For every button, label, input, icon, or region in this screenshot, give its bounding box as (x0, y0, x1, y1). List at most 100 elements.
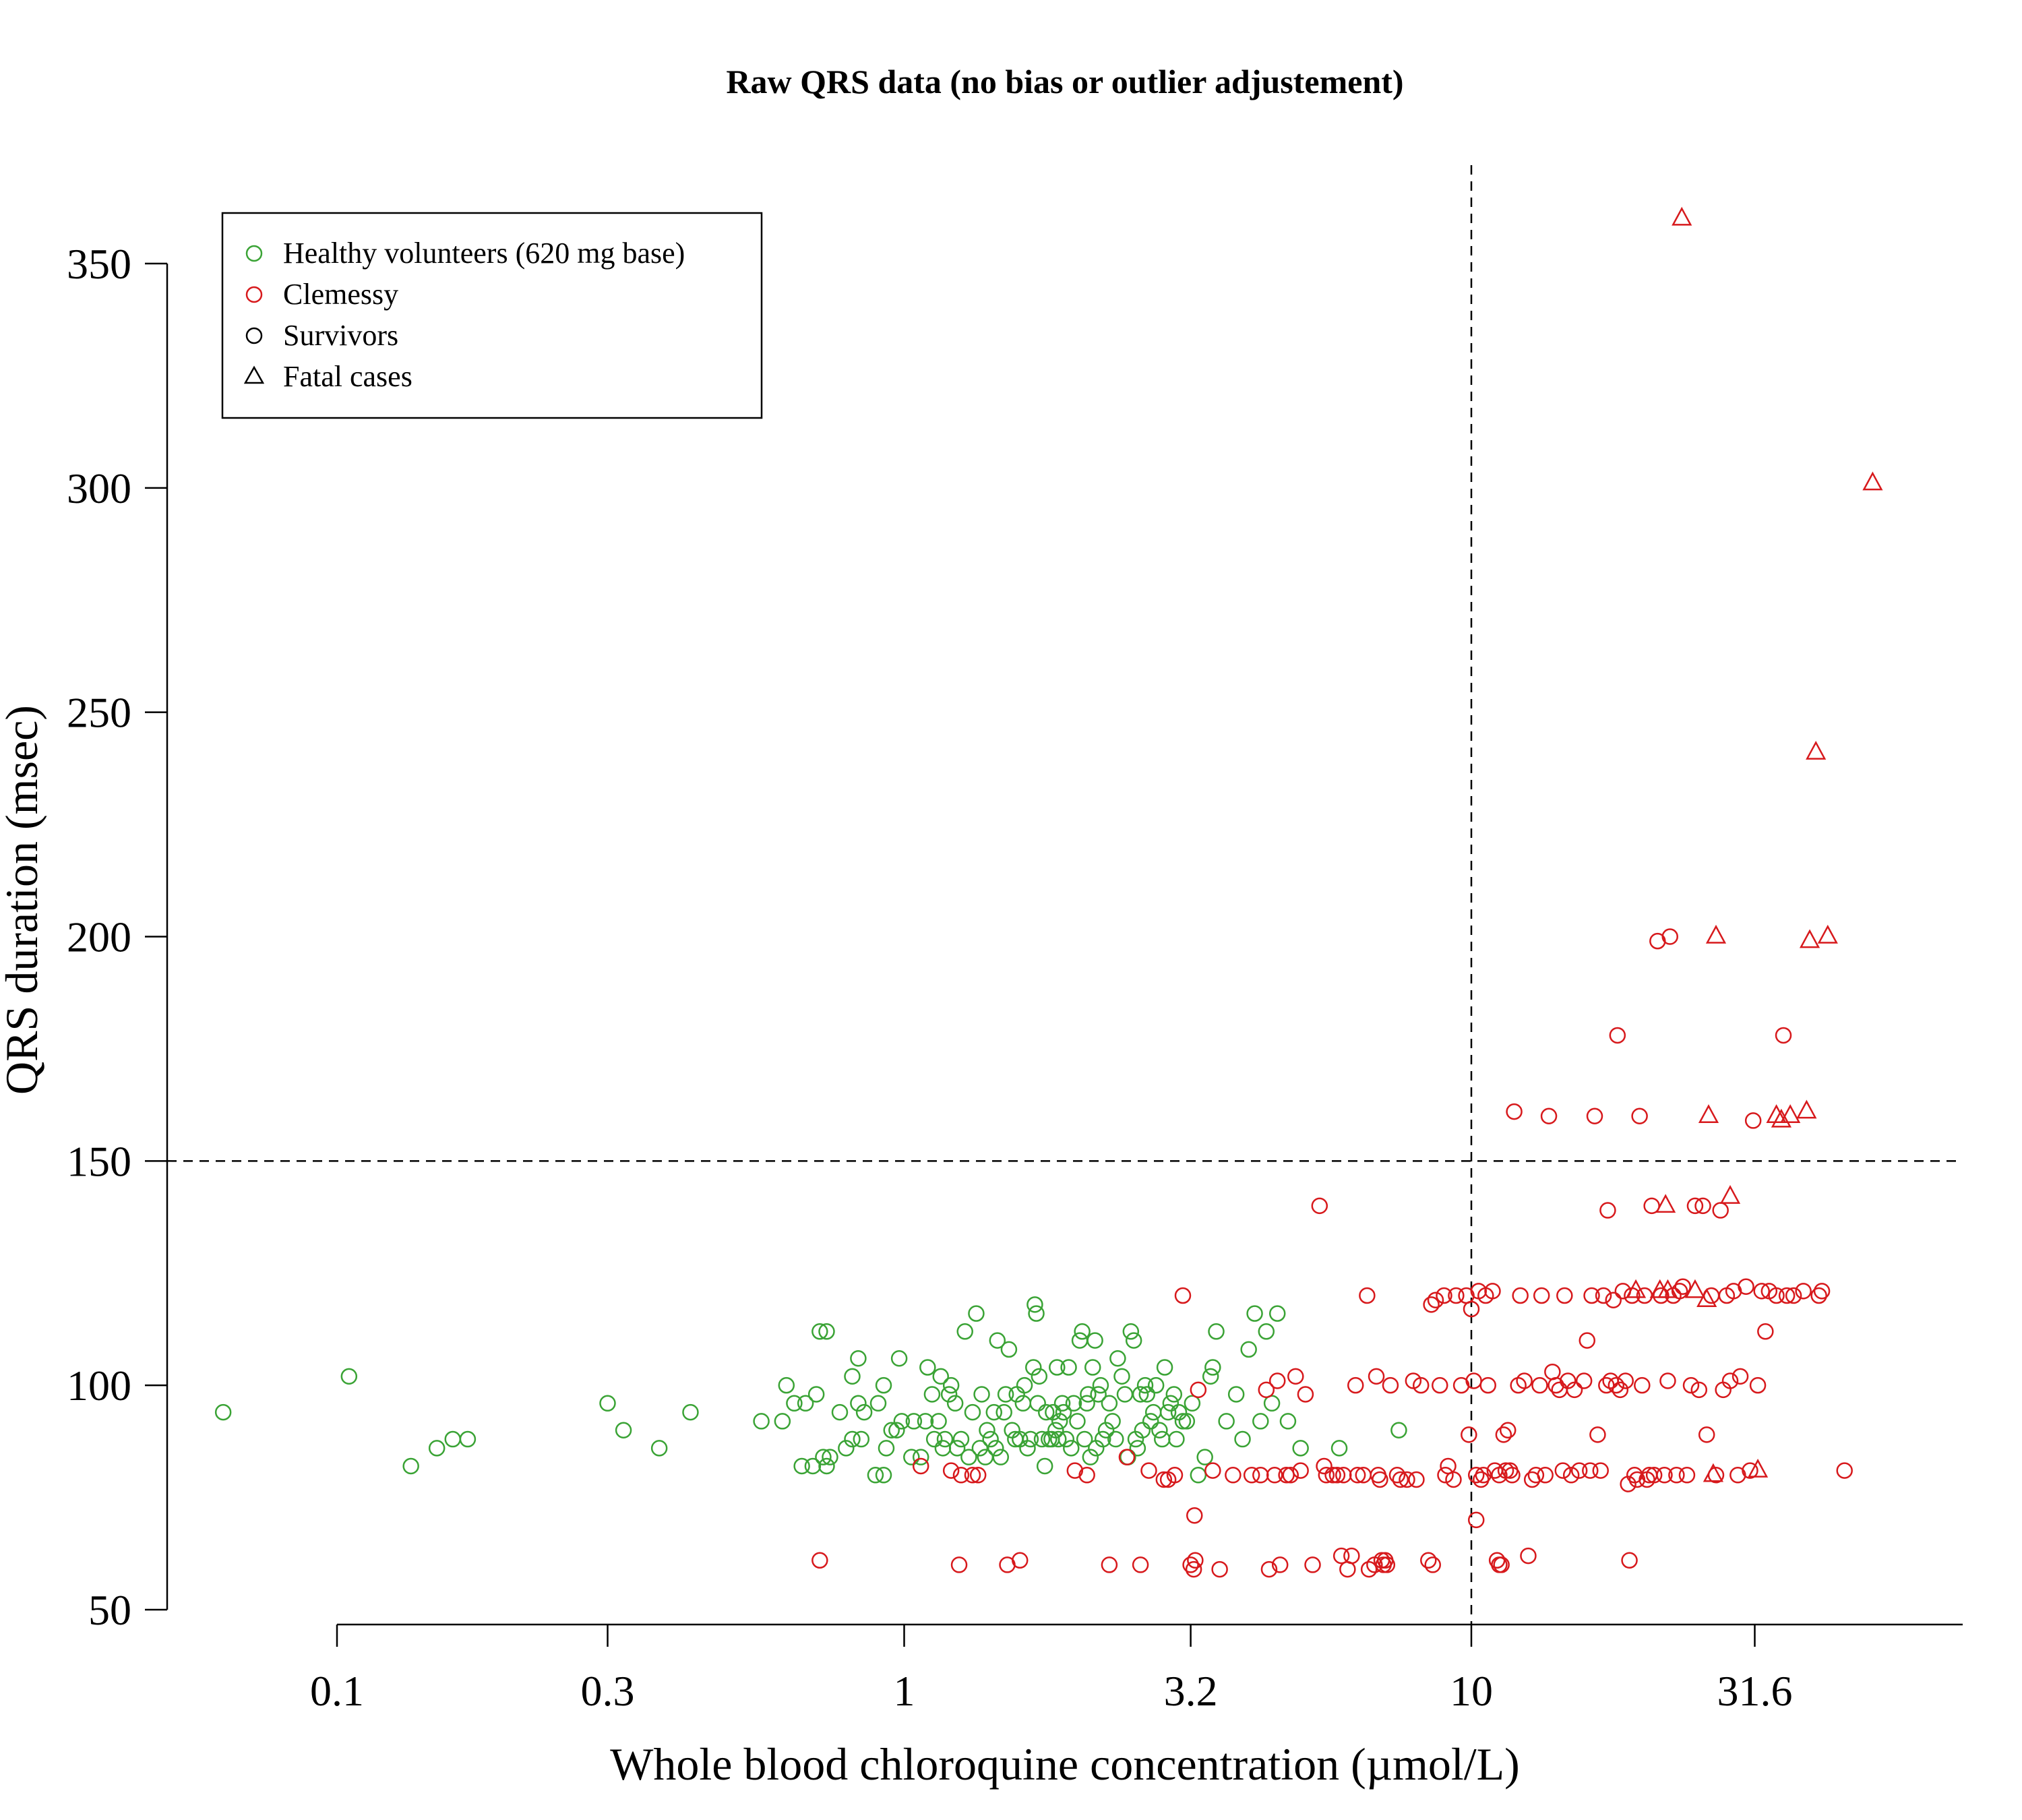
data-point (1778, 1287, 1796, 1304)
data-point (1246, 1305, 1263, 1322)
data-point (1408, 1471, 1425, 1488)
data-point (960, 1449, 977, 1465)
data-point (1780, 1104, 1801, 1124)
data-point (850, 1349, 867, 1367)
data-point (1605, 1292, 1622, 1308)
data-point (1122, 1323, 1140, 1340)
data-point (968, 1305, 985, 1322)
data-point (1659, 1372, 1676, 1389)
data-point (1218, 1413, 1235, 1430)
data-point (1645, 1467, 1663, 1484)
data-point (1631, 1108, 1648, 1125)
data-point (1190, 1467, 1207, 1484)
y-tick-label-350: 350 (67, 240, 131, 288)
data-point (1316, 1457, 1332, 1475)
data-point (1155, 1471, 1173, 1488)
data-point (932, 1368, 949, 1385)
data-point (973, 1386, 990, 1403)
data-point (1520, 1547, 1537, 1565)
data-point (1332, 1547, 1350, 1565)
data-point (1060, 1359, 1077, 1376)
data-point (1583, 1287, 1600, 1304)
data-point (1388, 1467, 1406, 1484)
data-point (1579, 1332, 1596, 1349)
data-point (1136, 1376, 1154, 1394)
data-point (952, 1467, 970, 1484)
data-point (1101, 1556, 1118, 1573)
data-point (1328, 1467, 1346, 1484)
data-point (1125, 1332, 1142, 1349)
data-point (995, 1403, 1012, 1421)
data-point (1548, 1376, 1564, 1394)
data-point (1234, 1430, 1251, 1448)
data-point (1378, 1556, 1396, 1573)
data-point (1721, 1372, 1739, 1389)
data-point (869, 1395, 887, 1412)
data-point (1436, 1287, 1452, 1304)
data-point (1349, 1467, 1366, 1484)
data-point (1147, 1376, 1165, 1394)
legend-entry-fatal: Fatal cases (243, 360, 412, 393)
data-point (1109, 1349, 1126, 1367)
data-point (1799, 929, 1820, 948)
data-point (1031, 1368, 1048, 1385)
data-point (1166, 1467, 1184, 1484)
series-2 (1625, 206, 1883, 1482)
data-point (1227, 1386, 1245, 1403)
data-point (1211, 1560, 1228, 1578)
legend-entry-survivors: Survivors (245, 319, 398, 352)
data-point (1661, 928, 1678, 945)
legend-label-fatal: Fatal cases (283, 360, 412, 393)
data-point (1142, 1413, 1159, 1430)
data-point (1069, 1413, 1086, 1430)
data-point (940, 1386, 958, 1403)
data-point (1065, 1395, 1082, 1412)
data-point (1504, 1467, 1521, 1484)
data-point (1817, 924, 1838, 944)
x-tick-label-0.1: 0.1 (310, 1667, 364, 1715)
data-point (1140, 1462, 1157, 1479)
data-point (1129, 1440, 1146, 1457)
data-point (1719, 1184, 1741, 1204)
data-point (1656, 1467, 1673, 1484)
data-point (1836, 1462, 1853, 1479)
data-point (778, 1376, 795, 1394)
data-point (1029, 1395, 1046, 1412)
data-point (1516, 1372, 1533, 1389)
data-point (1412, 1376, 1430, 1394)
data-point (1475, 1467, 1492, 1484)
data-point (459, 1430, 477, 1448)
data-point (982, 1430, 999, 1448)
data-point (811, 1323, 828, 1340)
data-point (1461, 1426, 1477, 1443)
data-point (815, 1449, 832, 1465)
data-point (1771, 1108, 1792, 1128)
data-point (793, 1457, 810, 1475)
data-point (1082, 1449, 1099, 1465)
data-point (1343, 1547, 1360, 1565)
data-point (818, 1323, 835, 1340)
data-point (923, 1386, 941, 1403)
data-point (1506, 1103, 1523, 1120)
data-point (1537, 1467, 1554, 1484)
data-point (1527, 1467, 1545, 1484)
data-point (428, 1440, 446, 1457)
data-point (1698, 1104, 1719, 1124)
data-point (1094, 1430, 1111, 1448)
data-point (1424, 1556, 1441, 1573)
y-tick-label-250: 250 (67, 689, 131, 737)
data-point (1260, 1560, 1278, 1578)
data-point (1747, 1459, 1769, 1478)
data-point (1368, 1368, 1385, 1385)
data-point (1556, 1287, 1573, 1304)
data-point (989, 1332, 1006, 1349)
data-point (1359, 1287, 1376, 1304)
data-point (1463, 1300, 1480, 1318)
data-point (1036, 1457, 1053, 1475)
data-point (1186, 1507, 1203, 1524)
data-point (1063, 1440, 1080, 1457)
data-point (1562, 1467, 1580, 1484)
data-point (1810, 1287, 1827, 1304)
data-point (1028, 1305, 1045, 1322)
data-point (997, 1386, 1014, 1403)
